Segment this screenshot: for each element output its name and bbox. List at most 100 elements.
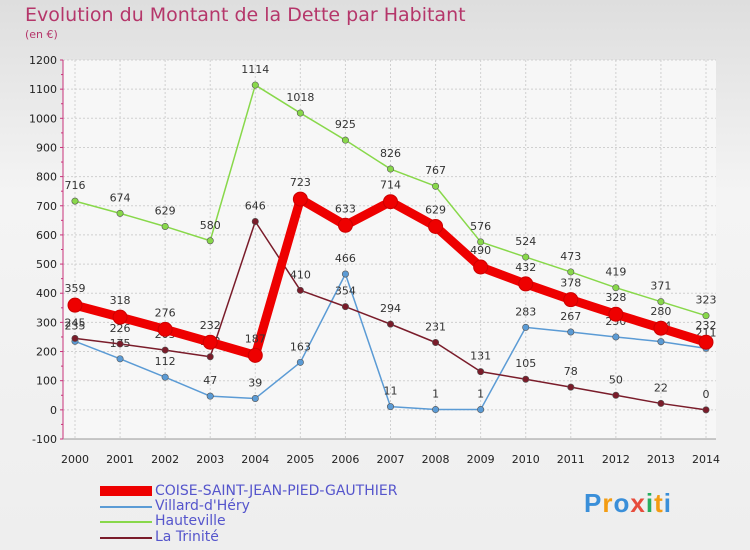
data-label-la-trinit-: 354 [335, 285, 356, 298]
data-label-villard-d-h-ry: 39 [248, 376, 262, 389]
data-point-hauteville [567, 268, 575, 276]
data-point-coise-saint-jean-pied-gauthier [473, 259, 489, 275]
data-label-la-trinit-: 226 [110, 322, 131, 335]
legend-swatch-villard [100, 506, 152, 508]
legend-label-villard: Villard-d'Héry [155, 498, 250, 514]
data-label-la-trinit-: 22 [654, 381, 668, 394]
y-tick-label: 200 [36, 346, 57, 359]
data-label-coise-saint-jean-pied-gauthier: 378 [560, 277, 581, 290]
y-tick-label: 300 [36, 316, 57, 329]
x-tick-label: 2011 [557, 453, 585, 466]
data-label-coise-saint-jean-pied-gauthier: 714 [380, 179, 401, 192]
data-point-coise-saint-jean-pied-gauthier [563, 292, 579, 308]
data-label-hauteville: 674 [110, 191, 131, 204]
data-point-villard-d-h-ry [386, 403, 394, 411]
data-point-hauteville [341, 136, 349, 144]
data-point-coise-saint-jean-pied-gauthier [428, 218, 444, 234]
data-label-villard-d-h-ry: 11 [384, 385, 398, 398]
y-tick-label: 1000 [29, 112, 57, 125]
data-label-villard-d-h-ry: 47 [203, 374, 217, 387]
data-label-hauteville: 629 [155, 204, 176, 217]
y-tick-label: 1200 [29, 54, 57, 67]
data-point-la-trinit- [477, 368, 485, 376]
data-label-villard-d-h-ry: 112 [155, 355, 176, 368]
y-tick-label: 100 [36, 375, 57, 388]
data-label-villard-d-h-ry: 267 [560, 310, 581, 323]
data-label-coise-saint-jean-pied-gauthier: 359 [65, 282, 86, 295]
data-label-la-trinit-: 646 [245, 200, 266, 213]
data-label-villard-d-h-ry: 235 [65, 319, 86, 332]
x-tick-label: 2005 [286, 453, 314, 466]
data-label-la-trinit-: 410 [290, 268, 311, 281]
data-label-coise-saint-jean-pied-gauthier: 633 [335, 202, 356, 215]
data-label-coise-saint-jean-pied-gauthier: 629 [425, 203, 446, 216]
data-label-villard-d-h-ry: 1 [477, 388, 484, 401]
x-tick-label: 2010 [512, 453, 540, 466]
y-tick-label: 800 [36, 171, 57, 184]
data-point-villard-d-h-ry [116, 355, 124, 363]
data-point-villard-d-h-ry [341, 270, 349, 278]
logo-letter: P [584, 488, 603, 518]
data-label-hauteville: 925 [335, 118, 356, 131]
data-label-coise-saint-jean-pied-gauthier: 276 [155, 306, 176, 319]
logo-letter: t [654, 488, 664, 518]
logo-letter: i [663, 488, 672, 518]
data-label-hauteville: 580 [200, 219, 221, 232]
data-label-villard-d-h-ry: 163 [290, 340, 311, 353]
data-point-la-trinit- [702, 406, 710, 414]
data-point-coise-saint-jean-pied-gauthier [383, 194, 398, 210]
legend-label-hauteville: Hauteville [155, 513, 226, 529]
data-point-villard-d-h-ry [296, 358, 304, 366]
x-tick-label: 2008 [422, 453, 450, 466]
data-point-hauteville [251, 81, 259, 89]
data-point-la-trinit- [71, 334, 79, 342]
data-point-hauteville [432, 182, 440, 190]
data-point-la-trinit- [206, 353, 214, 361]
data-label-hauteville: 323 [696, 294, 717, 307]
data-point-coise-saint-jean-pied-gauthier [337, 217, 353, 233]
y-tick-label: -100 [32, 433, 57, 446]
data-point-villard-d-h-ry [161, 373, 169, 381]
data-point-hauteville [161, 222, 169, 230]
data-point-la-trinit- [657, 399, 665, 407]
data-point-la-trinit- [116, 340, 124, 348]
logo-letter: x [630, 488, 646, 518]
x-tick-label: 2001 [106, 453, 134, 466]
x-tick-label: 2013 [647, 453, 675, 466]
x-tick-label: 2006 [331, 453, 359, 466]
plot-area [63, 60, 716, 439]
data-label-la-trinit-: 0 [703, 388, 710, 401]
data-label-coise-saint-jean-pied-gauthier: 232 [696, 319, 717, 332]
data-label-villard-d-h-ry: 1 [432, 388, 439, 401]
x-tick-label: 2007 [377, 453, 405, 466]
data-point-la-trinit- [432, 339, 440, 347]
data-point-la-trinit- [296, 286, 304, 294]
data-label-hauteville: 1018 [286, 91, 314, 104]
data-label-la-trinit-: 231 [425, 321, 446, 334]
x-tick-label: 2012 [602, 453, 630, 466]
data-point-la-trinit- [612, 391, 620, 399]
data-point-villard-d-h-ry [477, 406, 485, 414]
data-point-villard-d-h-ry [251, 394, 259, 402]
data-point-la-trinit- [251, 218, 259, 226]
data-point-la-trinit- [522, 375, 530, 383]
data-point-villard-d-h-ry [612, 333, 620, 341]
data-label-villard-d-h-ry: 283 [515, 305, 536, 318]
data-label-coise-saint-jean-pied-gauthier: 232 [200, 319, 221, 332]
data-point-coise-saint-jean-pied-gauthier [202, 334, 218, 350]
data-point-hauteville [116, 209, 124, 217]
x-tick-label: 2004 [241, 453, 269, 466]
data-point-la-trinit- [341, 303, 349, 311]
y-tick-label: 400 [36, 287, 57, 300]
proxiti-logo: Proxiti [584, 488, 672, 519]
legend-swatch-hauteville [100, 521, 152, 523]
data-label-la-trinit-: 50 [609, 373, 623, 386]
logo-letter: i [645, 488, 655, 518]
data-label-hauteville: 716 [65, 179, 86, 192]
data-point-hauteville [71, 197, 79, 205]
y-tick-label: 500 [36, 258, 57, 271]
legend-swatch-trinite [100, 537, 152, 539]
x-tick-label: 2014 [692, 453, 720, 466]
data-label-hauteville: 524 [515, 235, 536, 248]
